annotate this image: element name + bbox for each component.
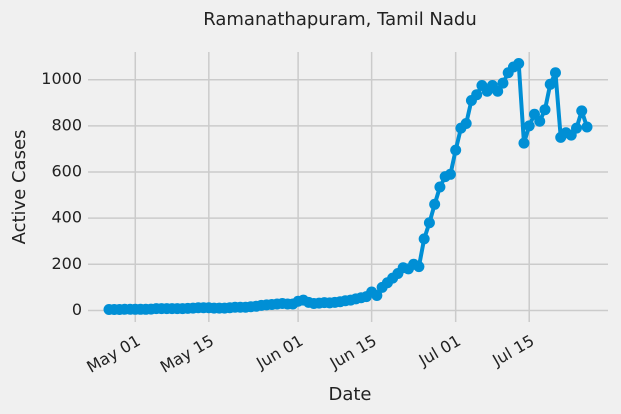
chart-title: Ramanathapuram, Tamil Nadu [203, 9, 477, 30]
data-point [429, 198, 441, 210]
data-point [418, 233, 430, 245]
data-point [460, 118, 472, 130]
data-point [518, 137, 530, 149]
y-axis-label: Active Cases [9, 130, 30, 245]
data-point [513, 58, 525, 70]
data-point [523, 120, 535, 132]
x-axis-label: Date [328, 384, 371, 405]
y-tick-label: 600 [51, 162, 82, 181]
y-tick-label: 0 [72, 300, 82, 319]
data-point [534, 115, 546, 127]
data-point [549, 67, 561, 79]
y-tick-label: 1000 [41, 69, 82, 88]
data-point [413, 261, 425, 273]
data-point [570, 122, 582, 134]
y-tick-label: 200 [51, 254, 82, 273]
data-point [434, 181, 446, 193]
data-point [539, 104, 551, 116]
data-point [450, 144, 462, 156]
data-point [444, 168, 456, 180]
y-tick-label: 800 [51, 115, 82, 134]
data-point [497, 77, 509, 89]
data-point [576, 105, 588, 117]
data-point [423, 217, 435, 229]
data-point [544, 78, 556, 90]
data-point [581, 121, 593, 133]
data-point [371, 289, 383, 301]
data-point [492, 85, 504, 97]
data-point [471, 89, 483, 101]
y-tick-label: 400 [51, 208, 82, 227]
